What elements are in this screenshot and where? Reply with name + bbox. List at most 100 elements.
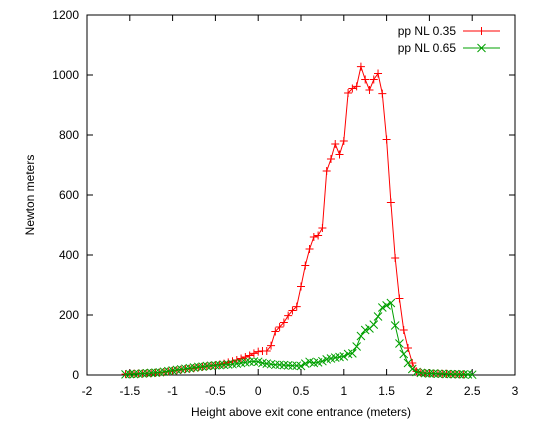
data-point: [467, 370, 477, 380]
data-point: [270, 360, 280, 370]
data-point: [211, 361, 220, 370]
data-point: [249, 357, 259, 366]
data-point: [395, 294, 404, 303]
data-point: [297, 282, 305, 291]
data-point: [339, 352, 349, 361]
data-point: [352, 82, 361, 91]
data-point: [331, 140, 340, 148]
data-point: [275, 360, 284, 370]
data-point: [386, 298, 396, 308]
data-point: [399, 326, 408, 334]
data-point: [301, 261, 310, 270]
data-point: [463, 370, 473, 379]
data-point: [142, 368, 152, 378]
data-point: [245, 351, 254, 360]
x-tick-label: -0.5: [205, 384, 226, 398]
data-point: [386, 198, 395, 207]
x-tick-label: -1: [167, 384, 178, 398]
x-tick-label: 0: [255, 384, 262, 398]
y-tick-label: 0: [72, 368, 79, 382]
data-point: [125, 369, 135, 379]
data-point: [403, 358, 413, 368]
y-axis-ticks: 0 200 400 600 800 1000 1200: [52, 8, 515, 382]
y-tick-label: 1000: [52, 68, 79, 82]
x-axis-title: Height above exit cone entrance (meters): [191, 405, 411, 419]
data-point: [348, 84, 357, 93]
data-point: [361, 75, 370, 84]
data-point: [271, 327, 280, 336]
data-point: [193, 362, 203, 372]
data-point: [314, 231, 323, 240]
data-point: [455, 370, 464, 379]
data-point: [446, 369, 456, 379]
data-point: [232, 356, 241, 364]
x-tick-label: 2: [426, 384, 433, 398]
data-point: [245, 357, 254, 367]
data-point: [292, 361, 302, 371]
data-point: [309, 233, 318, 241]
data-point: [121, 370, 130, 379]
data-point: [378, 89, 387, 98]
data-point: [138, 369, 147, 378]
x-tick-label: 1.5: [378, 384, 395, 398]
y-tick-label: 400: [59, 248, 79, 262]
data-point: [283, 361, 293, 370]
data-point: [241, 353, 250, 361]
y-tick-label: 800: [59, 128, 79, 142]
x-tick-label: 2.5: [464, 384, 481, 398]
data-point: [416, 368, 426, 378]
data-point: [219, 360, 229, 370]
data-point: [249, 349, 258, 358]
data-point: [288, 361, 297, 371]
data-point: [335, 150, 344, 159]
legend-label: pp NL 0.65: [398, 41, 457, 55]
legend: pp NL 0.35 pp NL 0.65: [398, 24, 500, 55]
data-point: [442, 369, 451, 379]
data-point: [279, 360, 289, 370]
legend-marker: [477, 27, 486, 35]
data-point: [129, 369, 139, 379]
data-point: [288, 306, 297, 315]
data-point: [206, 361, 216, 371]
data-point: [275, 323, 284, 331]
data-point: [459, 370, 468, 379]
x-tick-label: 1: [340, 384, 347, 398]
data-point: [326, 155, 335, 163]
plot-frame: [86, 14, 516, 376]
data-point: [429, 369, 439, 378]
data-point: [433, 369, 443, 379]
data-point: [450, 369, 460, 379]
x-tick-label: 3: [512, 384, 519, 398]
data-point: [348, 349, 357, 358]
series-1: [121, 62, 468, 379]
data-point: [377, 303, 387, 312]
legend-label: pp NL 0.35: [398, 24, 457, 38]
data-point: [404, 344, 412, 352]
data-point: [374, 69, 383, 78]
data-point: [382, 301, 391, 310]
data-point: [318, 356, 327, 366]
data-point: [407, 364, 417, 374]
data-point: [399, 349, 409, 359]
series-2: [121, 298, 477, 380]
data-point: [305, 245, 314, 253]
data-point: [284, 311, 293, 320]
data-point: [391, 254, 400, 262]
data-point: [356, 331, 366, 341]
data-point: [146, 368, 156, 378]
x-tick-label: 0.5: [293, 384, 310, 398]
data-point: [365, 86, 374, 94]
data-point: [318, 224, 327, 232]
data-point: [267, 341, 276, 350]
data-point: [352, 342, 361, 351]
x-tick-label: -2: [82, 384, 93, 398]
data-point: [425, 369, 434, 378]
data-point: [237, 354, 246, 363]
data-point: [395, 339, 404, 348]
data-point: [390, 321, 400, 330]
series-line: [125, 64, 464, 375]
data-point: [437, 369, 447, 379]
data-point: [369, 75, 378, 84]
y-tick-label: 200: [59, 308, 79, 322]
data-point: [202, 361, 212, 371]
